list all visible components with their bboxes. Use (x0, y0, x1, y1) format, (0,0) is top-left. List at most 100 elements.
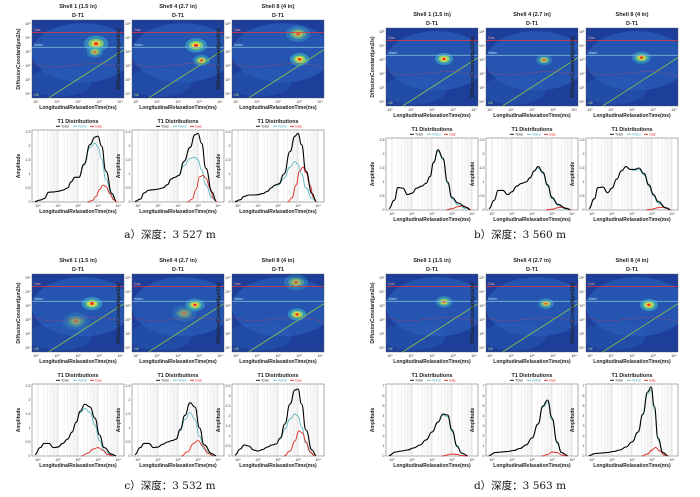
dt-map-haze (132, 23, 224, 83)
map-y-tick: 10¹ (225, 332, 231, 336)
oil-line (402, 303, 478, 352)
water-label: Water (34, 43, 44, 47)
dt-map-blob (89, 302, 94, 305)
legend-total: Total (515, 133, 523, 137)
cutoff-curve (586, 316, 678, 323)
map-x-label: LongitudinalRelaxationTime(ms) (239, 359, 317, 365)
map-x-label: LongitudinalRelaxationTime(ms) (493, 113, 571, 119)
oil-label: Oil (488, 101, 493, 105)
dist-title: T1 Distributions (57, 119, 98, 125)
map-y-tick: 10⁰ (579, 100, 585, 104)
dist-y-tick: 1 (383, 180, 385, 184)
legend-total: Total (515, 379, 523, 383)
dist-title: T1 Distributions (411, 373, 452, 379)
map-y-tick: 10¹ (379, 86, 385, 90)
legend-gas: Gas (649, 133, 656, 137)
dist-y-label: Amplitude (116, 408, 122, 433)
series-gas (181, 440, 214, 457)
map-y-tick: 10³ (25, 304, 31, 308)
dist-x-tick: 10⁰ (489, 212, 495, 216)
dist-x-tick: 10³ (649, 458, 655, 462)
cutoff-curve (586, 70, 678, 77)
map-x-tick: 10² (429, 354, 435, 358)
dist-y-tick: 0.5 (580, 194, 585, 198)
map-x-label: LongitudinalRelaxationTime(ms) (393, 113, 471, 119)
map-y-label: DiffusionConstant(μm2/s) (16, 28, 22, 89)
dt-map-haze (586, 76, 646, 105)
map-y-tick: 10⁰ (479, 100, 485, 104)
dt-map-title: D-T1 (72, 13, 84, 19)
water-label: Water (234, 297, 244, 301)
series-total (388, 413, 468, 457)
shell-title: Shell 1 (1.5 in) (59, 4, 97, 10)
dist-x-tick: 10³ (449, 212, 455, 216)
dist-x-tick: 10¹ (409, 212, 415, 216)
map-y-tick: 10⁴ (579, 290, 585, 294)
legend-gas: Gas (549, 379, 556, 383)
oil-label: Oil (34, 347, 39, 351)
dt-map-frame (385, 27, 479, 107)
dist-x-tick: 10³ (95, 204, 101, 208)
map-x-tick: 10² (175, 354, 181, 358)
dist-y-tick: 0 (129, 200, 131, 204)
dt-map-content: Gas Water Oil (32, 277, 124, 352)
dt-map-title: D-T1 (172, 267, 184, 273)
map-y-tick: 10³ (479, 304, 485, 308)
map-y-tick: 10¹ (25, 332, 31, 336)
map-x-tick: 10⁰ (487, 108, 493, 112)
map-x-tick: 10² (275, 354, 281, 358)
map-x-tick: 10¹ (154, 100, 160, 104)
series-gas (287, 166, 318, 203)
dt-map-haze (386, 277, 478, 337)
dt-map-haze (486, 76, 546, 105)
map-y-tick: 10² (579, 72, 585, 76)
dist-y-tick: 4 (383, 414, 385, 418)
panel-caption: d）深度：3 563 m (474, 479, 566, 492)
dt-map-content: Gas Water Oil (386, 277, 478, 352)
water-label: Water (134, 43, 144, 47)
dist-y-label: Amplitude (470, 162, 476, 187)
dist-x-tick: 10¹ (509, 212, 515, 216)
map-x-tick: 10¹ (154, 354, 160, 358)
dt-map-blob (297, 57, 302, 61)
dist-x-label: LongitudinalRelaxationTime(ms) (593, 463, 671, 469)
dt-map-content: Gas Water Oil (32, 23, 124, 98)
dt-map-frame (231, 273, 325, 353)
gas-label: Gas (588, 282, 595, 286)
dist-x-tick: 10² (275, 458, 281, 462)
water-label: Water (488, 51, 498, 55)
map-y-label: DiffusionConstant(μm2/s) (216, 282, 222, 343)
map-y-tick: 10⁵ (479, 30, 485, 34)
dist-x-tick: 10⁴ (669, 458, 675, 462)
dist-x-tick: 10¹ (155, 458, 161, 462)
dist-x-tick: 10³ (549, 458, 555, 462)
dist-title: T1 Distributions (411, 127, 452, 133)
panel-caption: b）深度：3 560 m (474, 228, 566, 241)
map-y-tick: 10¹ (125, 332, 131, 336)
dt-map-title: D-T1 (272, 267, 284, 273)
legend-total: Total (415, 379, 423, 383)
dist-y-tick: 2 (383, 434, 385, 438)
dist-x-tick: 10³ (95, 458, 101, 462)
legend-water: Water (78, 125, 88, 129)
dt-map-haze (32, 277, 124, 337)
series-total (234, 132, 317, 202)
dist-y-tick: 3.5 (226, 384, 231, 388)
dt-map-haze (232, 68, 292, 97)
dist-x-tick: 10² (75, 204, 81, 208)
dist-x-label: LongitudinalRelaxationTime(ms) (39, 463, 117, 469)
dist-y-tick: 6 (483, 394, 485, 398)
map-y-tick: 10⁵ (579, 30, 585, 34)
dist-title: T1 Distributions (257, 373, 298, 379)
dt-map-blob (442, 57, 446, 61)
oil-line (502, 57, 578, 106)
dist-x-tick: 10⁰ (235, 458, 241, 462)
map-x-tick: 10³ (650, 354, 656, 358)
dt-map-blob (544, 302, 548, 305)
map-y-tick: 10⁵ (479, 276, 485, 280)
dist-x-tick: 10² (429, 212, 435, 216)
